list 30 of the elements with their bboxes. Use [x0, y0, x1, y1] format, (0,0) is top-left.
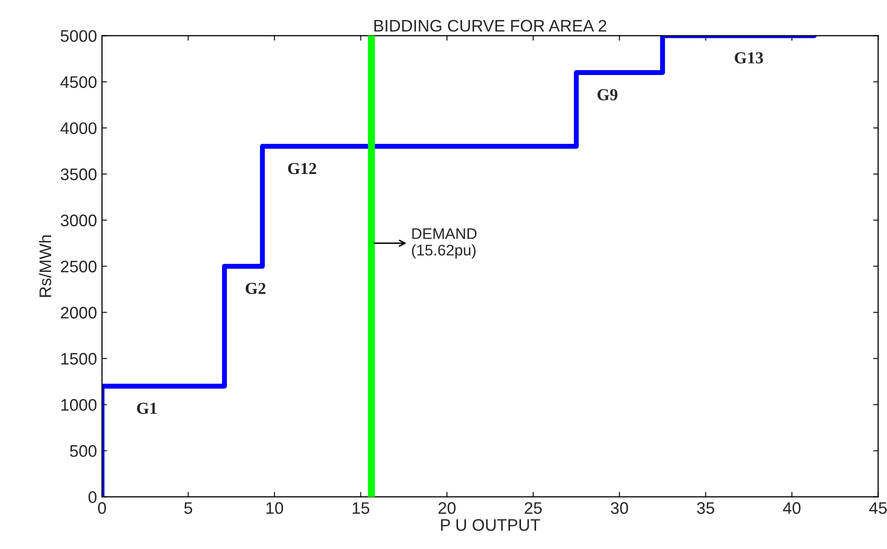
y-tick-label: 1500: [61, 352, 96, 365]
annotation: G12: [288, 162, 316, 174]
annotation: DEMAND (15.62pu): [412, 228, 477, 259]
x-tick-label: 30: [610, 502, 628, 514]
y-axis-title: Rs/MWh: [38, 235, 52, 297]
x-tick-label: 25: [524, 502, 542, 514]
y-tick-label: 0: [88, 491, 96, 504]
x-tick-label: 5: [184, 502, 192, 514]
annotation: G2: [246, 282, 266, 294]
y-tick-label: 4000: [60, 122, 96, 134]
x-tick-label: 20: [438, 502, 456, 514]
y-tick-label: 500: [70, 445, 96, 457]
annotation: G9: [598, 89, 618, 100]
y-tick-label: 5000: [60, 30, 96, 42]
x-tick-label: 35: [697, 502, 714, 514]
annotation: G1: [137, 402, 157, 414]
y-tick-label: 4500: [60, 76, 96, 88]
x-tick-label: 45: [869, 502, 887, 514]
x-axis-title: P U OUTPUT: [441, 519, 540, 531]
y-tick-label: 3500: [60, 168, 96, 180]
y-tick-label: 1000: [61, 399, 96, 411]
x-tick-label: 10: [266, 502, 284, 514]
x-tick-label: 15: [352, 502, 370, 514]
y-tick-label: 2000: [60, 306, 96, 319]
x-tick-label: 0: [98, 502, 106, 514]
chart-title: BIDDING CURVE FOR AREA 2: [374, 20, 606, 32]
y-tick-label: 3000: [60, 214, 96, 226]
x-tick-label: 40: [783, 502, 801, 514]
y-tick-label: 2500: [60, 260, 96, 272]
annotation: G13: [734, 52, 764, 64]
